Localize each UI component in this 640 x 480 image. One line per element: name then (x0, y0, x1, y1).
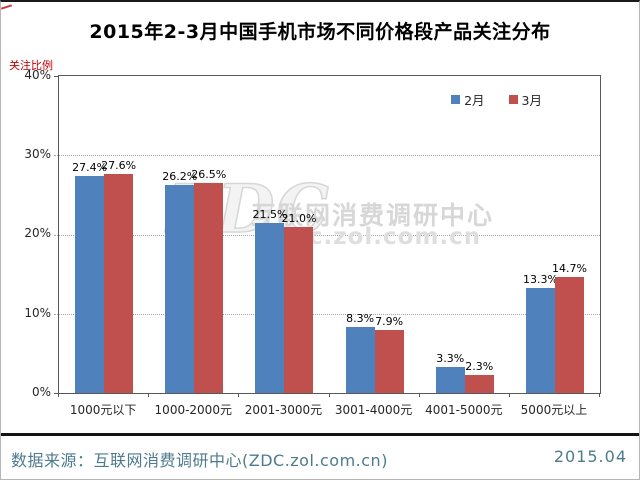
x-tick-mark (148, 393, 150, 397)
bar-3月-5000元以上: 14.7% (552, 262, 587, 393)
bar-2月-4001-5000元: 3.3% (435, 352, 465, 393)
gridline-20pct (54, 234, 600, 236)
x-tick-mark (328, 393, 330, 397)
chart-title: 2015年2-3月中国手机市场不同价格段产品关注分布 (89, 21, 551, 43)
x-axis-label-5: 4001-5000元 (425, 403, 503, 417)
y-tick-label: 20% (24, 226, 51, 240)
y-tick-label: 30% (24, 147, 51, 161)
x-axis-label-4: 3001-4000元 (334, 403, 413, 417)
bar-value-label: 14.7% (551, 261, 587, 275)
bar-group-1: 27.4% 27.6% (59, 76, 149, 393)
legend-item-feb: 2月 (451, 90, 485, 109)
data-source-text: 数据来源：互联网消费调研中心(ZDC.zol.com.cn) (11, 451, 388, 470)
bar-group-6: 13.3% 14.7% (510, 76, 600, 393)
legend-label-mar: 3月 (521, 93, 542, 108)
legend-swatch-feb (451, 95, 461, 104)
x-tick-mark (508, 393, 510, 397)
x-axis-label-1: 1000元以下 (69, 403, 137, 417)
y-tick-label: 40% (24, 68, 51, 82)
bar-value-label: 27.6% (101, 159, 137, 173)
bar-value-label: 26.5% (191, 168, 227, 181)
y-tick-mark (54, 76, 59, 77)
x-axis-label-3: 2001-3000元 (244, 403, 323, 417)
x-axis-labels: 1000元以下 1000-2000元 2001-3000元 3001-4000元 400… (58, 401, 599, 418)
bar-value-label: 7.9% (375, 315, 404, 329)
bar-group-4: 8.3% 7.9% (330, 76, 420, 393)
bar-value-label: 26.2% (162, 170, 198, 184)
x-tick-mark (238, 393, 240, 397)
y-tick-label: 10% (24, 306, 51, 320)
bar-group-3: 21.5% 21.0% (239, 76, 329, 393)
report-date: 2015.04 (553, 447, 627, 466)
bar-2月-3001-4000元: 8.3% (345, 312, 375, 393)
footer-divider (1, 433, 639, 436)
bar-value-label: 13.3% (522, 272, 558, 286)
corner-red-mark (1, 4, 13, 10)
bar-value-label: 2.3% (465, 359, 494, 373)
x-tick-mark (599, 393, 600, 397)
y-tick-label: 0% (31, 385, 51, 399)
bar-3月-1000元以下: 27.6% (101, 159, 136, 393)
bar-3月-2001-3000元: 21.0% (281, 212, 316, 393)
bar-3月-3001-4000元: 7.9% (374, 315, 404, 393)
x-axis-label-6: 5000元以上 (520, 403, 588, 417)
legend: 2月 3月 (451, 90, 542, 109)
x-axis-label-2: 1000-2000元 (154, 403, 232, 417)
x-axis-ticks (58, 393, 600, 397)
legend-label-feb: 2月 (464, 93, 485, 108)
y-tick-mark (54, 393, 59, 394)
bar-2月-5000元以上: 13.3% (523, 273, 558, 393)
bar-value-label: 3.3% (436, 351, 465, 365)
bar-value-label: 27.4% (72, 160, 108, 174)
gridline-10pct (54, 313, 600, 315)
bar-3月-1000-2000元: 26.5% (191, 168, 226, 393)
plot-area: ZDC 互联网消费调研中心 zdc.zol.com.cn 27.4% 27.6% 2… (54, 75, 601, 394)
bar-2月-1000-2000元: 26.2% (162, 170, 197, 393)
bars-layer: 27.4% 27.6% 26.2% 26.5% 21.5% 21.0% 8.3% 7.9% 3.… (59, 76, 600, 393)
bar-value-label: 21.0% (281, 211, 317, 225)
legend-item-mar: 3月 (508, 90, 542, 109)
x-tick-mark (418, 393, 420, 397)
footer: 数据来源：互联网消费调研中心(ZDC.zol.com.cn) 2015.04 (1, 443, 639, 479)
legend-swatch-mar (508, 95, 518, 104)
bar-2月-2001-3000元: 21.5% (252, 208, 287, 393)
bar-value-label: 8.3% (346, 312, 375, 326)
x-tick-mark (58, 393, 59, 397)
bar-value-label: 21.5% (252, 207, 288, 221)
bar-2月-1000元以下: 27.4% (72, 161, 107, 393)
bar-group-2: 26.2% 26.5% (149, 76, 239, 393)
bar-3月-4001-5000元: 2.3% (464, 360, 494, 393)
bar-group-5: 3.3% 2.3% (420, 76, 510, 393)
y-axis-unit-label: 关注比例 (9, 59, 53, 72)
gridline-30pct (54, 155, 600, 157)
